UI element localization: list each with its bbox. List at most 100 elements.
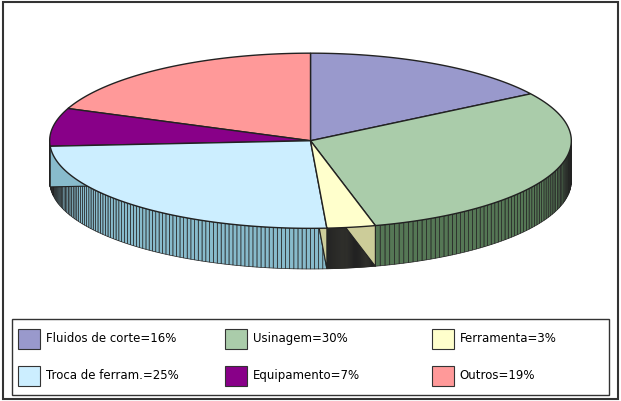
Polygon shape: [520, 191, 524, 233]
Polygon shape: [77, 180, 79, 221]
Polygon shape: [427, 219, 431, 260]
Polygon shape: [64, 169, 65, 211]
Polygon shape: [302, 228, 306, 269]
Polygon shape: [518, 192, 520, 235]
Polygon shape: [452, 213, 456, 255]
Polygon shape: [106, 195, 108, 237]
Polygon shape: [567, 154, 568, 197]
Polygon shape: [491, 203, 495, 245]
Polygon shape: [548, 175, 550, 217]
Polygon shape: [214, 222, 217, 263]
Polygon shape: [527, 188, 529, 231]
Polygon shape: [233, 225, 237, 265]
Polygon shape: [59, 164, 60, 206]
Polygon shape: [156, 211, 159, 253]
Text: Outros=19%: Outros=19%: [460, 369, 535, 382]
Polygon shape: [465, 211, 469, 252]
Polygon shape: [440, 216, 444, 257]
Polygon shape: [310, 228, 314, 269]
Polygon shape: [152, 211, 156, 252]
Polygon shape: [319, 228, 323, 269]
Polygon shape: [116, 199, 119, 241]
Polygon shape: [544, 178, 546, 221]
Polygon shape: [55, 159, 56, 200]
Polygon shape: [75, 178, 77, 220]
Polygon shape: [253, 226, 257, 267]
Polygon shape: [537, 183, 539, 225]
Polygon shape: [170, 215, 173, 256]
Polygon shape: [546, 177, 548, 219]
Text: Fluidos de corte=16%: Fluidos de corte=16%: [46, 332, 176, 345]
Polygon shape: [184, 217, 187, 259]
Polygon shape: [566, 156, 567, 198]
Polygon shape: [542, 180, 544, 222]
Polygon shape: [480, 206, 484, 248]
Polygon shape: [310, 94, 571, 226]
Polygon shape: [508, 196, 512, 239]
Polygon shape: [221, 223, 225, 264]
Bar: [225, 329, 247, 349]
Polygon shape: [143, 208, 146, 249]
Polygon shape: [249, 226, 253, 267]
Polygon shape: [149, 210, 152, 251]
Polygon shape: [237, 225, 241, 266]
Polygon shape: [194, 219, 198, 261]
Polygon shape: [245, 225, 249, 267]
Polygon shape: [529, 187, 532, 229]
Polygon shape: [281, 228, 286, 269]
Bar: [432, 329, 453, 349]
Polygon shape: [550, 174, 552, 216]
Polygon shape: [68, 53, 310, 141]
Polygon shape: [79, 181, 81, 223]
Polygon shape: [323, 228, 327, 269]
Polygon shape: [56, 160, 57, 202]
Polygon shape: [568, 153, 569, 195]
Polygon shape: [552, 172, 554, 215]
Polygon shape: [409, 221, 413, 263]
Polygon shape: [310, 141, 327, 269]
Polygon shape: [93, 189, 96, 231]
Polygon shape: [431, 218, 435, 259]
Polygon shape: [456, 213, 461, 254]
Polygon shape: [476, 207, 480, 249]
Polygon shape: [187, 218, 191, 259]
Polygon shape: [198, 220, 202, 261]
Polygon shape: [68, 173, 70, 215]
Polygon shape: [498, 200, 502, 242]
Polygon shape: [273, 227, 278, 268]
Polygon shape: [206, 221, 209, 262]
Polygon shape: [375, 225, 380, 266]
Polygon shape: [146, 209, 149, 250]
Polygon shape: [554, 171, 556, 213]
Polygon shape: [269, 227, 273, 268]
Polygon shape: [96, 190, 98, 232]
Polygon shape: [89, 187, 91, 229]
Polygon shape: [50, 141, 310, 187]
Polygon shape: [180, 217, 184, 258]
Polygon shape: [140, 207, 143, 249]
Polygon shape: [63, 168, 64, 210]
Polygon shape: [119, 200, 122, 242]
Polygon shape: [111, 197, 113, 239]
Polygon shape: [461, 211, 465, 253]
Polygon shape: [294, 228, 298, 269]
Polygon shape: [217, 223, 221, 264]
Polygon shape: [564, 160, 565, 202]
Polygon shape: [385, 224, 390, 265]
Polygon shape: [134, 205, 137, 247]
Polygon shape: [173, 215, 176, 257]
Polygon shape: [113, 198, 116, 240]
Polygon shape: [505, 198, 508, 240]
Polygon shape: [61, 167, 63, 209]
Polygon shape: [380, 225, 385, 266]
Polygon shape: [50, 141, 327, 228]
Polygon shape: [81, 182, 83, 224]
Polygon shape: [422, 219, 427, 261]
FancyBboxPatch shape: [12, 319, 609, 395]
Polygon shape: [562, 163, 563, 205]
Polygon shape: [65, 171, 67, 213]
Polygon shape: [394, 223, 399, 264]
Polygon shape: [91, 188, 93, 230]
Polygon shape: [73, 177, 75, 219]
Polygon shape: [413, 221, 417, 262]
